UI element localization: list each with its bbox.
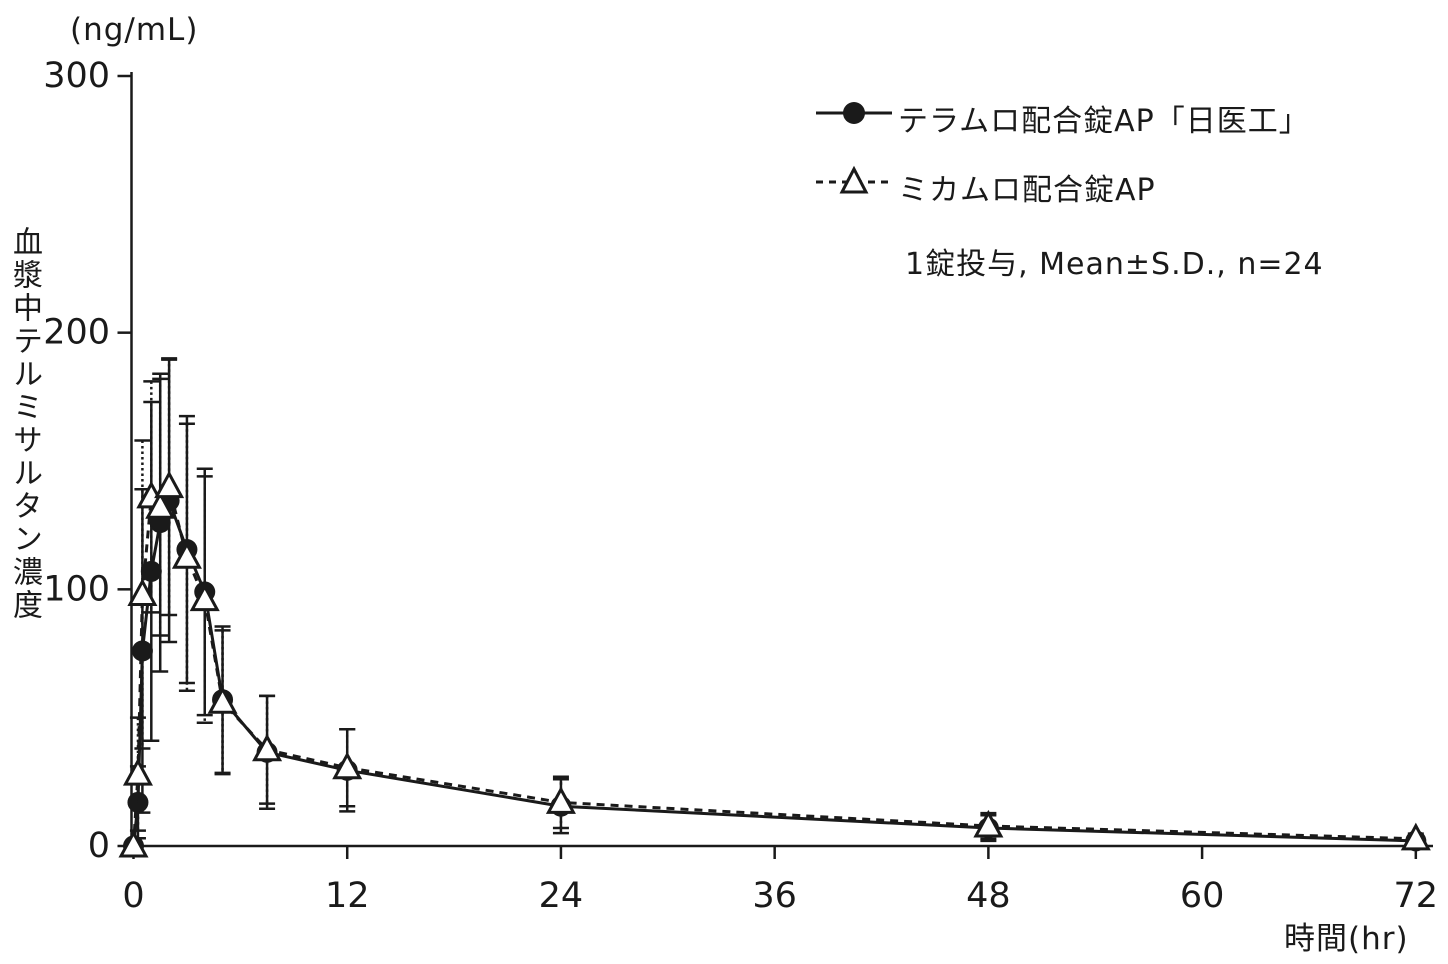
series-reference-line <box>132 482 1416 847</box>
series-reference-marker <box>145 491 176 519</box>
x-tick-label: 36 <box>752 876 797 916</box>
y-tick-label: 300 <box>43 56 110 96</box>
series-reference-marker <box>118 829 149 858</box>
x-tick-label: 12 <box>325 876 370 916</box>
x-tick-label: 72 <box>1394 876 1439 916</box>
legend-row-test: テラムロ配合錠AP「日医工」 <box>814 92 1414 139</box>
series-reference-marker <box>207 686 238 714</box>
dashed-line-swatch <box>816 165 892 194</box>
filled-circle-icon <box>843 102 865 124</box>
x-tick-label: 0 <box>122 876 144 916</box>
x-tick-label: 60 <box>1180 876 1225 916</box>
x-tick-label: 24 <box>539 876 584 916</box>
series-reference-marker <box>189 583 220 612</box>
series-test-line <box>132 496 1416 847</box>
series-reference-marker <box>973 809 1004 838</box>
x-axis-label: 時間(hr) <box>1284 921 1409 957</box>
x-tick-label: 48 <box>966 876 1011 916</box>
y-axis-unit-label: (ng/mL) <box>70 12 199 48</box>
y-axis-title: 血漿中テルミサルタン濃度 <box>7 226 42 622</box>
series-reference-marker <box>122 757 153 786</box>
open-triangle-icon <box>839 165 869 194</box>
series-reference-marker <box>171 541 202 569</box>
legend-row-reference: ミカムロ配合錠AP <box>814 161 1414 208</box>
legend-label-test: テラムロ配合錠AP「日医工」 <box>898 104 1310 139</box>
y-tick-label: 200 <box>43 313 110 353</box>
study-annotation: 1錠投与, Mean±S.D., n=24 <box>905 247 1324 282</box>
series-reference-marker <box>545 786 576 814</box>
legend: テラムロ配合錠AP「日医工」 ミカムロ配合錠AP <box>814 92 1414 230</box>
series-reference-marker <box>127 578 158 606</box>
y-tick-label: 100 <box>43 569 110 609</box>
y-tick-label: 0 <box>88 826 110 866</box>
series-reference-marker <box>154 470 185 499</box>
legend-label-reference: ミカムロ配合錠AP <box>898 173 1156 208</box>
solid-line-swatch <box>816 102 892 124</box>
series-reference-marker <box>1400 822 1431 851</box>
series-reference-marker <box>252 733 283 762</box>
series-reference-marker <box>332 751 363 780</box>
